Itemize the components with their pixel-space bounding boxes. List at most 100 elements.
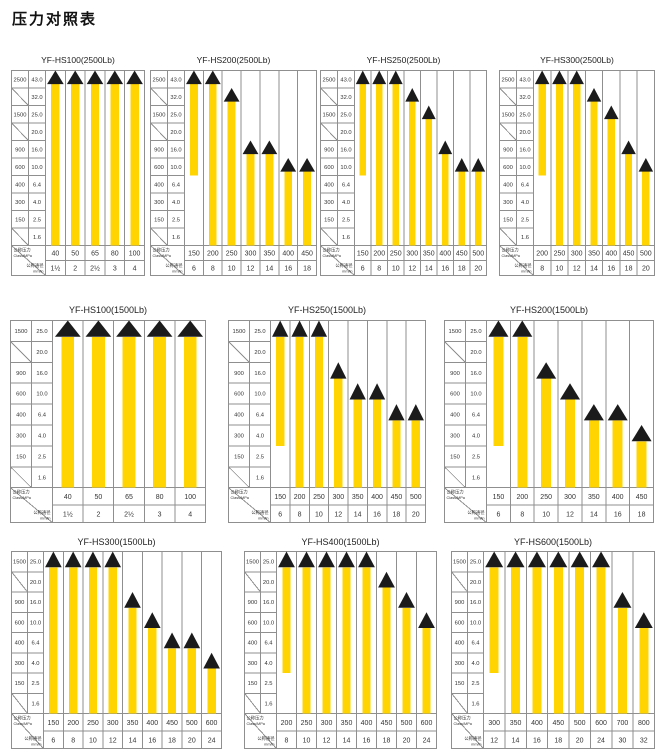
pressure-bar <box>284 171 293 246</box>
band-mpa-label: 32.0 <box>31 95 42 101</box>
corner-diameter-label: 公称通径 <box>165 262 183 269</box>
diameter-mm-label: 300 <box>488 720 500 727</box>
diameter-inch-label: 12 <box>109 737 117 744</box>
triangle-marker <box>204 70 221 85</box>
diameter-inch-label: 10 <box>556 266 564 273</box>
diameter-mm-label: 500 <box>472 251 484 258</box>
triangle-marker <box>372 70 387 85</box>
pressure-bar <box>612 420 623 488</box>
band-mpa-label: 25.0 <box>254 329 265 335</box>
band-mpa-label: 43.0 <box>519 77 530 83</box>
triangle-marker <box>126 70 143 85</box>
triangle-marker <box>634 612 653 629</box>
band-mpa-label: 20.0 <box>30 580 41 586</box>
pressure-bar <box>532 567 542 714</box>
corner-pressure-unit: Class/MPa <box>323 254 342 258</box>
pressure-bar <box>362 567 371 714</box>
chart-title: YF-HS250(1500Lb) <box>287 305 367 315</box>
triangle-marker <box>527 551 546 568</box>
diameter-inch-label: 8 <box>211 266 215 273</box>
diameter-mm-label: 350 <box>588 494 600 501</box>
diameter-mm-label: 200 <box>281 720 293 727</box>
pressure-bar <box>227 101 236 246</box>
diameter-inch-label: 6 <box>278 511 282 518</box>
diameter-mm-label: 200 <box>294 494 306 501</box>
corner-diameter-label: 公称通径 <box>26 262 44 269</box>
band-mpa-label: 2.5 <box>471 681 479 687</box>
band-class-label: 900 <box>15 147 25 153</box>
triangle-marker <box>407 404 424 421</box>
diameter-mm-label: 40 <box>64 494 72 501</box>
triangle-marker <box>552 70 567 85</box>
chart-svg: 2500 43.0 32.0 1500 25.0 20.0 900 16.0 600 10.0 40… <box>320 70 487 276</box>
pressure-bar <box>69 567 78 714</box>
band-class-label: 400 <box>503 182 513 188</box>
triangle-marker <box>278 551 295 568</box>
band-mpa-label: 6.4 <box>172 182 181 188</box>
triangle-marker <box>183 632 201 649</box>
corner-pressure-label: 公称压力 <box>502 247 519 254</box>
triangle-marker <box>438 140 453 155</box>
band-class-label: 150 <box>154 217 164 223</box>
corner-diameter-unit: mm/in <box>342 270 352 274</box>
band-class-label: 900 <box>154 147 164 153</box>
diameter-inch-label: 20 <box>403 737 411 744</box>
diameter-mm-label: 800 <box>638 720 650 727</box>
chart-title: YF-HS250(2500Lb) <box>366 55 441 65</box>
diameter-mm-label: 350 <box>510 720 522 727</box>
pressure-bar <box>422 628 431 714</box>
pressure-chart: YF-HS250(1500Lb) 1500 25.0 20.0 900 16.0 600 10… <box>228 303 426 524</box>
band-mpa-label: 32.0 <box>519 95 530 101</box>
band-mpa-label: 1.6 <box>264 701 272 707</box>
pressure-bar <box>402 607 411 714</box>
diameter-mm-label: 300 <box>406 251 418 258</box>
band-mpa-label: 10.0 <box>470 392 481 398</box>
band-class-label: 300 <box>154 200 164 206</box>
triangle-marker <box>418 612 435 629</box>
band-class-label: 900 <box>15 600 25 606</box>
diameter-mm-label: 200 <box>536 251 548 258</box>
band-class-label: 150 <box>450 454 460 460</box>
pressure-bar <box>51 84 60 246</box>
triangle-marker <box>454 158 469 172</box>
band-mpa-label: 16.0 <box>470 371 481 377</box>
diameter-mm-label: 450 <box>301 251 313 258</box>
diameter-inch-label: 10 <box>392 266 400 273</box>
band-mpa-label: 4.0 <box>33 200 41 206</box>
diameter-mm-label: 450 <box>166 720 178 727</box>
pressure-chart: YF-HS200(1500Lb) 1500 25.0 20.0 900 16.0 600 10… <box>444 303 654 524</box>
chart-frame <box>228 320 426 524</box>
band-class-label: 400 <box>455 641 465 647</box>
pressure-bar <box>441 154 449 246</box>
band-class-label: 400 <box>324 182 334 188</box>
diameter-inch-label: 18 <box>168 737 176 744</box>
band-class-label: 900 <box>503 147 513 153</box>
grid-line <box>228 487 271 524</box>
diameter-mm-label: 500 <box>574 720 586 727</box>
pressure-bar <box>265 154 274 246</box>
pressure-bar <box>334 378 343 488</box>
corner-diameter-label: 公称通径 <box>33 509 51 516</box>
triangle-marker <box>318 551 335 568</box>
pressure-chart: YF-HS300(1500Lb) 1500 25.0 20.0 900 16.0 600 10… <box>11 536 222 749</box>
diameter-inch-label: 6 <box>51 737 55 744</box>
diameter-mm-label: 50 <box>71 251 79 258</box>
pressure-bar <box>541 378 552 488</box>
band-mpa-label: 2.5 <box>31 681 39 687</box>
triangle-marker <box>310 320 328 337</box>
triangle-marker <box>398 592 415 608</box>
pressure-bar <box>590 101 598 246</box>
band-mpa-label: 16.0 <box>36 371 47 377</box>
diameter-inch-label: 8 <box>377 266 381 273</box>
diameter-inch-label: 24 <box>423 737 431 744</box>
diameter-inch-label: 16 <box>373 511 381 518</box>
triangle-marker <box>86 70 104 85</box>
grid-line <box>11 245 46 276</box>
band-class-label: 150 <box>15 681 25 687</box>
diameter-mm-label: 65 <box>91 251 99 258</box>
band-mpa-label: 25.0 <box>263 560 274 566</box>
diameter-inch-label: 20 <box>474 266 482 273</box>
grid-line <box>11 122 29 141</box>
band-mpa-label: 2.5 <box>342 217 350 223</box>
pressure-bar <box>153 336 167 488</box>
